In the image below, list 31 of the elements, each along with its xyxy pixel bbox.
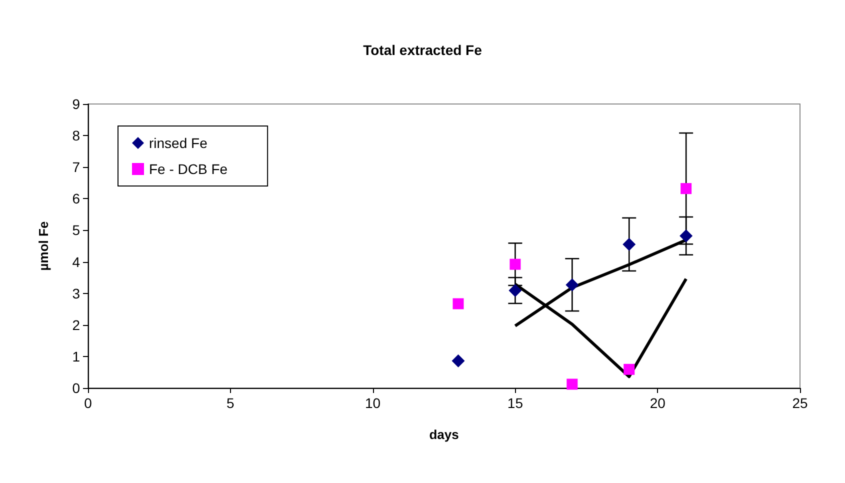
y-tick-label: 5	[72, 222, 80, 238]
x-tick-label: 15	[507, 395, 524, 411]
point	[624, 364, 635, 375]
y-tick-label: 1	[72, 348, 80, 364]
point	[566, 378, 578, 390]
x-tick-label: 20	[650, 395, 666, 411]
point	[680, 229, 693, 242]
point	[510, 258, 521, 270]
point	[680, 183, 692, 194]
point	[452, 354, 465, 368]
y-axis-title: µmol Fe	[36, 221, 51, 271]
legend-label: Fe - DCB Fe	[149, 161, 228, 177]
point	[508, 284, 522, 297]
x-tick-label: 25	[792, 395, 808, 411]
y-tick-label: 4	[72, 254, 80, 270]
legend-label: rinsed Fe	[149, 135, 208, 151]
y-tick-label: 8	[72, 128, 80, 144]
point	[566, 278, 579, 292]
x-tick-label: 10	[365, 395, 381, 411]
x-tick-label: 0	[84, 395, 92, 411]
y-tick-label: 9	[72, 96, 80, 112]
point	[452, 298, 464, 310]
chart-title: Total extracted Fe	[363, 42, 482, 58]
y-tick-label: 0	[72, 380, 80, 396]
y-tick-label: 3	[72, 285, 80, 302]
point	[622, 238, 636, 251]
y-tick-label: 6	[72, 190, 80, 207]
x-axis-title: days	[429, 427, 459, 442]
y-tick-label: 2	[72, 316, 80, 333]
y-tick-label: 7	[72, 159, 80, 176]
x-tick-label: 5	[226, 395, 234, 411]
